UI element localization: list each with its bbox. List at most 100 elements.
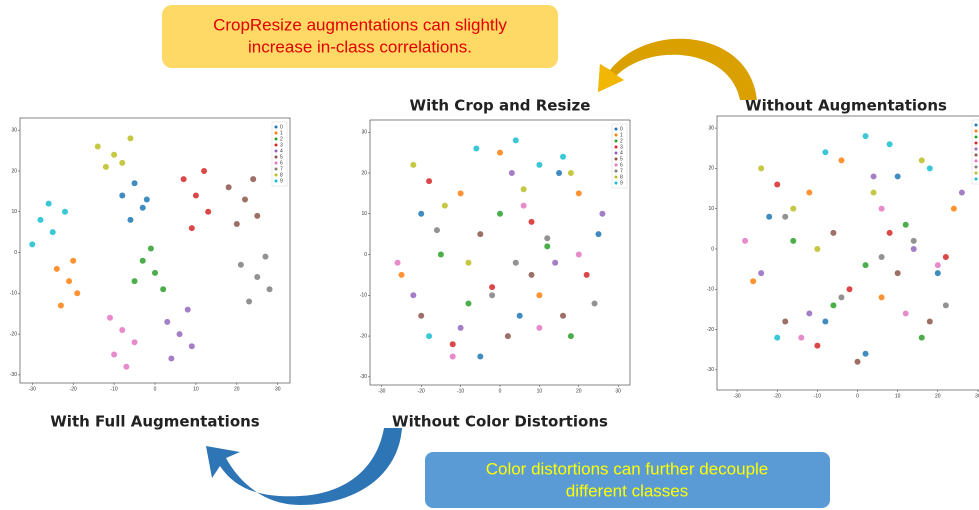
point	[176, 331, 183, 338]
point	[886, 229, 893, 236]
point	[926, 165, 933, 172]
legend-marker	[974, 165, 978, 169]
point	[426, 333, 433, 340]
point	[575, 251, 582, 258]
point	[254, 274, 261, 280]
point	[830, 302, 837, 309]
legend-label: 0	[620, 126, 623, 132]
point	[254, 212, 261, 219]
point	[926, 318, 933, 325]
point	[790, 205, 797, 212]
legend-marker	[274, 137, 278, 141]
y-tick-label: -10	[10, 291, 17, 297]
point	[489, 284, 496, 291]
point	[266, 286, 273, 293]
point	[520, 186, 527, 193]
point	[188, 343, 195, 350]
point	[131, 180, 138, 187]
point	[437, 251, 444, 258]
point	[139, 204, 146, 211]
plot-caption: Without Color Distortions	[392, 413, 608, 431]
y-tick-label: 20	[11, 168, 17, 174]
legend-marker	[974, 171, 978, 175]
x-tick-label: -30	[29, 386, 36, 392]
x-tick-label: -20	[70, 386, 77, 392]
x-tick-label: -20	[774, 393, 781, 399]
point	[544, 243, 551, 250]
y-tick-label: 0	[14, 250, 17, 256]
point	[465, 300, 472, 307]
legend-marker	[274, 173, 278, 177]
point	[184, 306, 191, 313]
y-tick-label: -10	[707, 287, 714, 293]
point	[814, 245, 821, 252]
x-tick-label: 20	[935, 393, 941, 399]
legend-label: 5	[280, 154, 283, 160]
x-tick-label: 0	[856, 393, 859, 399]
point	[119, 192, 126, 199]
point	[878, 294, 885, 301]
point	[782, 318, 789, 325]
point	[131, 278, 138, 285]
point	[512, 259, 519, 266]
x-tick-label: 0	[499, 388, 502, 394]
point	[168, 355, 175, 362]
legend-marker	[614, 169, 618, 173]
point	[188, 225, 195, 232]
point	[567, 170, 574, 176]
x-tick-label: 20	[576, 388, 582, 394]
point	[878, 254, 885, 261]
point	[774, 181, 781, 188]
legend-marker	[614, 175, 618, 179]
point	[119, 159, 126, 166]
point	[164, 318, 171, 325]
point	[544, 235, 551, 242]
point	[180, 176, 187, 183]
point	[758, 270, 765, 277]
point	[830, 229, 837, 236]
point	[147, 245, 154, 252]
legend-marker	[614, 181, 618, 185]
x-tick-label: 10	[537, 388, 543, 394]
point	[45, 200, 52, 207]
legend-marker	[274, 149, 278, 153]
legend-marker	[614, 157, 618, 161]
legend	[971, 119, 979, 185]
point	[418, 312, 425, 319]
point	[894, 173, 901, 180]
y-tick-label: -20	[10, 331, 17, 337]
point	[102, 163, 109, 170]
point	[111, 351, 118, 358]
point	[910, 237, 917, 244]
point	[595, 231, 602, 238]
legend-label: 0	[280, 124, 283, 130]
point	[457, 190, 464, 197]
x-tick-label: -10	[457, 388, 464, 394]
legend-marker	[274, 131, 278, 135]
point	[583, 271, 590, 278]
point	[398, 271, 405, 278]
y-tick-label: 0	[364, 252, 367, 258]
point	[782, 213, 789, 220]
point	[950, 205, 957, 212]
plot-frame	[19, 117, 291, 384]
point	[918, 157, 925, 164]
point	[394, 259, 401, 266]
point	[139, 257, 146, 264]
y-tick-label: -20	[707, 327, 714, 333]
y-tick-label: -20	[360, 333, 367, 339]
point	[418, 210, 425, 217]
legend-label: 7	[620, 168, 623, 174]
y-tick-label: -30	[360, 374, 367, 380]
point	[870, 173, 877, 180]
point	[262, 253, 269, 260]
legend-label: 9	[280, 178, 283, 184]
point	[410, 161, 417, 168]
x-tick-label: 20	[234, 386, 240, 392]
point	[902, 310, 909, 317]
legend-marker	[974, 177, 978, 181]
point	[53, 265, 60, 272]
legend-label: 1	[620, 132, 623, 138]
plot-title: Without Augmentations	[745, 97, 947, 115]
